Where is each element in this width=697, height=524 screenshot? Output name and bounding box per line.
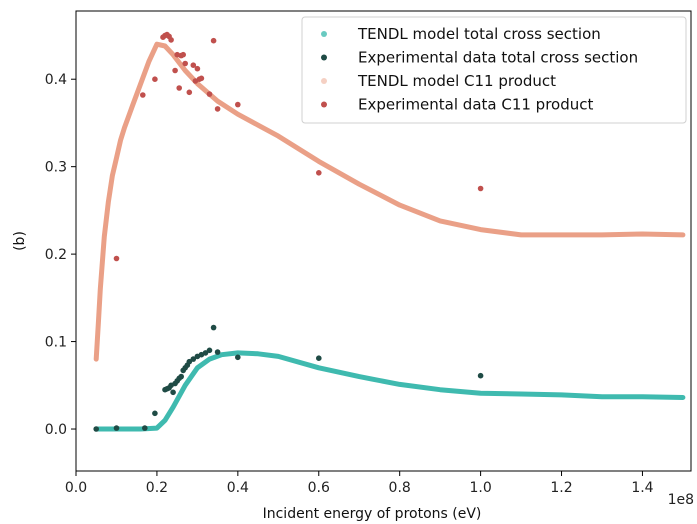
series-point-1 bbox=[202, 350, 209, 356]
x-tick-label: 0.2 bbox=[146, 480, 168, 496]
series-point-3 bbox=[316, 170, 322, 176]
series-point-1 bbox=[206, 347, 213, 354]
series-point-1 bbox=[214, 349, 221, 355]
series-point-3 bbox=[198, 75, 205, 82]
x-offset-label: 1e8 bbox=[668, 492, 694, 508]
legend-entry: TENDL model total cross section bbox=[357, 25, 601, 43]
y-axis-label: (b) bbox=[12, 231, 28, 251]
legend-entry: Experimental data C11 product bbox=[358, 96, 593, 114]
series-point-3 bbox=[113, 255, 120, 262]
y-tick-label: 0.1 bbox=[45, 335, 67, 351]
x-tick-label: 1.2 bbox=[550, 480, 572, 496]
series-point-1 bbox=[316, 355, 322, 362]
x-tick-label: 1.4 bbox=[631, 480, 653, 496]
series-point-3 bbox=[214, 106, 221, 112]
series-point-1 bbox=[142, 425, 148, 431]
x-tick-label: 0.4 bbox=[227, 480, 249, 496]
series-point-3 bbox=[186, 89, 193, 96]
legend-marker bbox=[321, 54, 327, 61]
legend-entry: Experimental data total cross section bbox=[358, 49, 638, 67]
series-point-3 bbox=[176, 85, 182, 91]
series-point-3 bbox=[477, 185, 484, 192]
series-point-3 bbox=[152, 76, 158, 82]
legend: TENDL model total cross section Experimen… bbox=[301, 16, 687, 124]
legend-marker bbox=[321, 31, 327, 37]
y-axis: 0.0 0.1 0.2 0.3 0.4 bbox=[45, 72, 76, 438]
series-point-1 bbox=[190, 356, 197, 362]
x-tick-label: 0.8 bbox=[389, 480, 411, 496]
series-line-0 bbox=[93, 350, 686, 432]
x-axis: 0.0 0.2 0.4 0.6 0.8 1.0 1.2 1.4 bbox=[65, 471, 654, 496]
series-point-3 bbox=[194, 65, 201, 72]
series-point-3 bbox=[182, 60, 188, 67]
series-point-3 bbox=[210, 37, 217, 44]
series-point-3 bbox=[140, 92, 146, 98]
series-point-1 bbox=[152, 410, 158, 417]
series-line-2 bbox=[93, 41, 686, 362]
legend-entry: TENDL model C11 product bbox=[357, 72, 556, 90]
y-tick-label: 0.0 bbox=[45, 422, 67, 438]
legend-box bbox=[301, 16, 687, 124]
y-tick-label: 0.4 bbox=[45, 72, 67, 88]
x-axis-label: Incident energy of protons (eV) bbox=[263, 506, 482, 522]
x-tick-label: 0.0 bbox=[65, 480, 87, 496]
series-point-3 bbox=[168, 37, 174, 43]
series-point-3 bbox=[172, 67, 178, 74]
series-point-1 bbox=[113, 425, 120, 431]
series-point-1 bbox=[170, 389, 176, 396]
series-point-1 bbox=[477, 372, 484, 379]
series-point-3 bbox=[235, 101, 241, 108]
legend-marker bbox=[321, 101, 327, 108]
y-tick-label: 0.2 bbox=[45, 247, 67, 263]
series-point-1 bbox=[210, 324, 217, 331]
plot-frame bbox=[75, 10, 692, 472]
legend-marker bbox=[321, 78, 327, 84]
series-point-3 bbox=[190, 62, 197, 68]
series-point-1 bbox=[178, 373, 184, 380]
series-point-1 bbox=[235, 354, 241, 361]
x-tick-label: 1.0 bbox=[469, 480, 491, 496]
plot-marks bbox=[93, 31, 686, 432]
series-point-1 bbox=[186, 358, 193, 365]
x-tick-label: 0.6 bbox=[308, 480, 330, 496]
series-point-1 bbox=[93, 426, 99, 432]
series-point-3 bbox=[180, 51, 186, 58]
series-point-3 bbox=[206, 91, 213, 97]
y-tick-label: 0.3 bbox=[45, 160, 67, 176]
